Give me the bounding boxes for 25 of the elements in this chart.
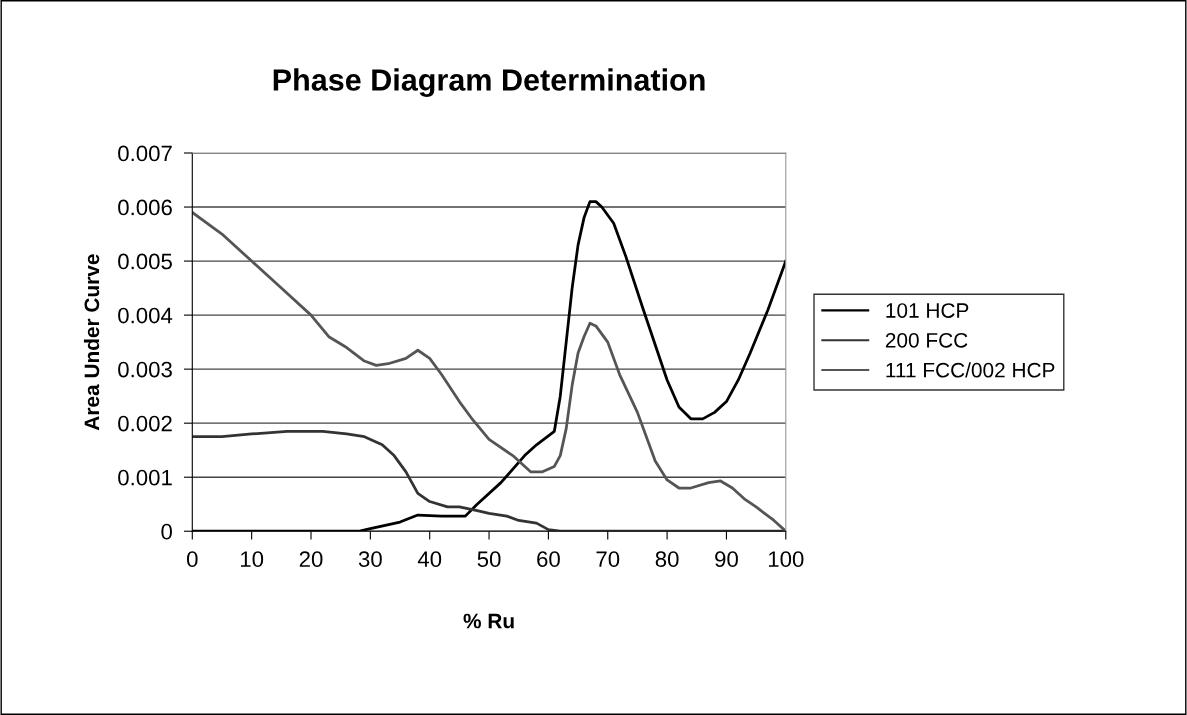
x-tick-label: 70 — [596, 551, 620, 568]
x-tick-label: 40 — [417, 551, 442, 568]
y-tick-label: 0 — [161, 523, 172, 540]
chart-title: Phase Diagram Determination — [273, 68, 705, 97]
x-tick-label: 10 — [240, 551, 264, 568]
y-tick-label: 0.007 — [118, 145, 172, 162]
legend-label: 200 FCC — [885, 332, 968, 348]
x-tick-label: 30 — [358, 551, 382, 568]
y-tick-label: 0.005 — [118, 253, 172, 270]
legend-label: 111 FCC/002 HCP — [886, 362, 1055, 378]
x-tick-label: 60 — [537, 551, 560, 568]
y-tick-label: 0.004 — [118, 307, 173, 324]
x-tick-label: 20 — [299, 551, 323, 568]
x-tick-label: 50 — [477, 551, 501, 568]
x-axis-title: % Ru — [463, 613, 514, 629]
x-tick-label: 80 — [655, 551, 679, 568]
y-axis-title: Area Under Curve — [83, 254, 100, 431]
legend-label: 101 HCP — [886, 303, 969, 318]
y-tick-label: 0.006 — [118, 199, 172, 216]
y-tick-label: 0.002 — [118, 415, 172, 432]
x-tick-label: 0 — [186, 551, 198, 568]
y-tick-label: 0.001 — [118, 469, 172, 486]
x-tick-label: 100 — [768, 551, 804, 568]
y-tick-label: 0.003 — [118, 361, 172, 378]
x-tick-label: 90 — [715, 551, 738, 568]
